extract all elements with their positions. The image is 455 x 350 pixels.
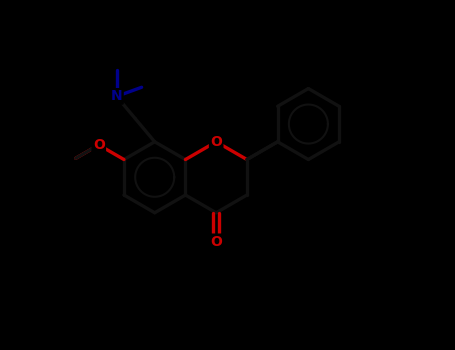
Text: O: O (93, 138, 105, 152)
Text: N: N (111, 89, 122, 103)
Text: O: O (210, 135, 222, 149)
Text: O: O (210, 235, 222, 249)
